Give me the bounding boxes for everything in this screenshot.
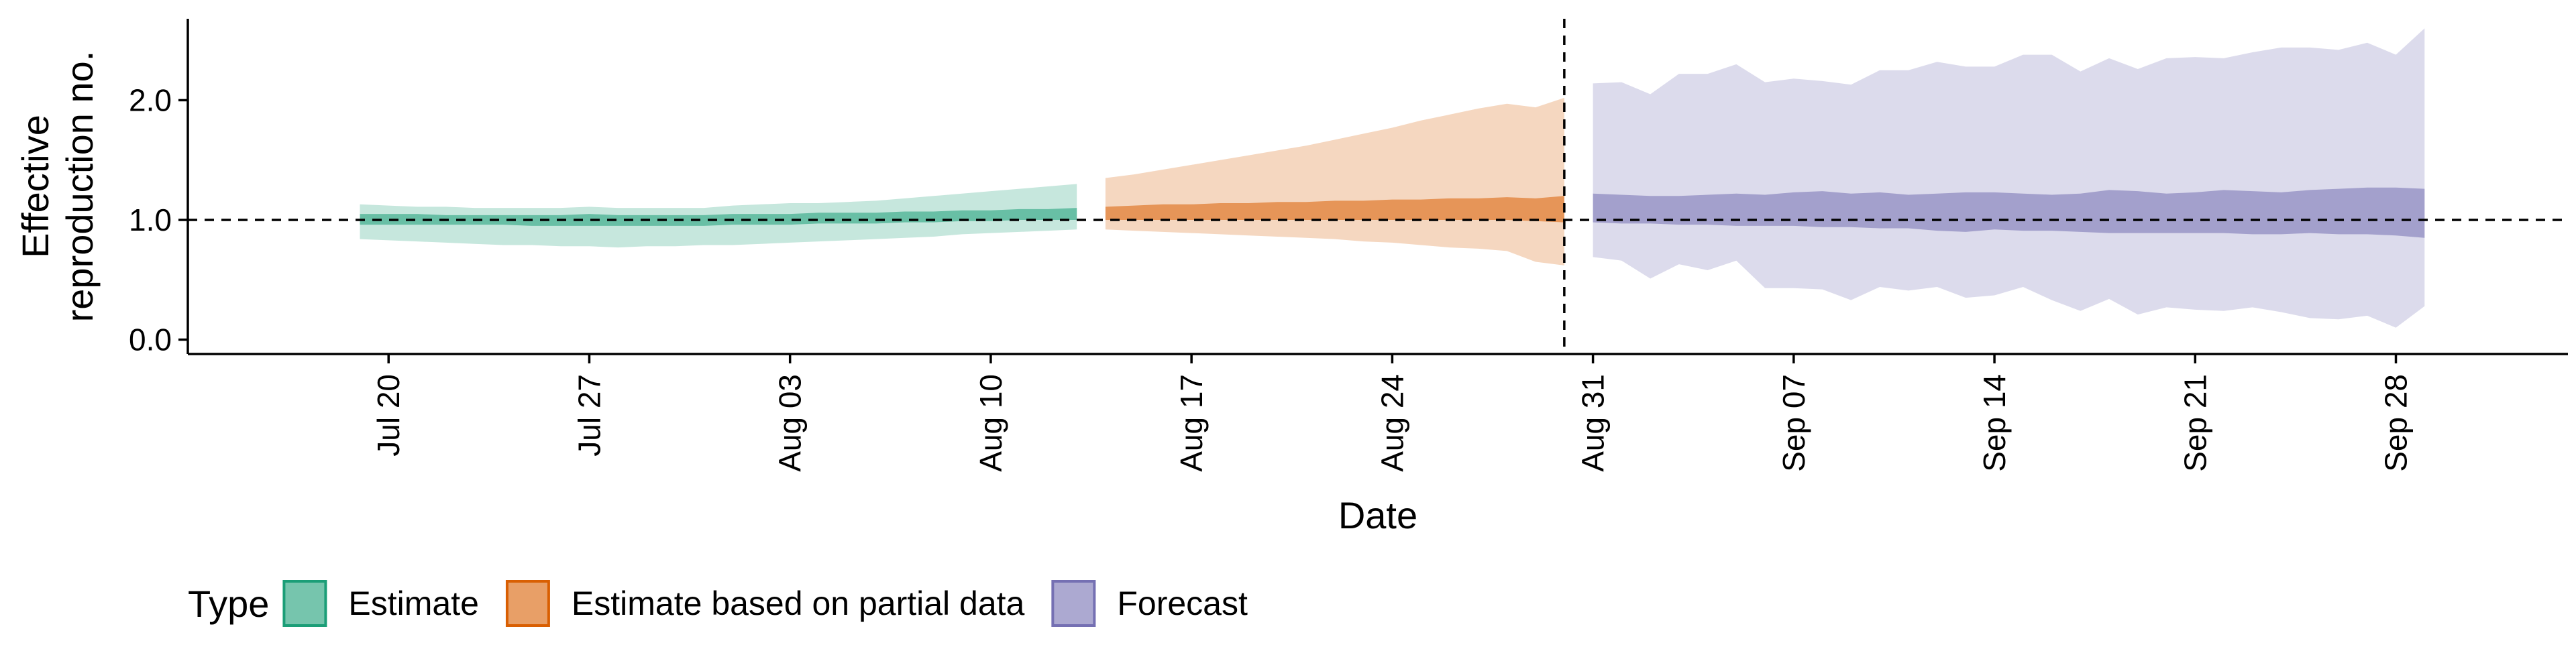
legend-swatch: [1051, 580, 1096, 627]
legend-item: Estimate: [282, 580, 479, 627]
y-axis-label: Effective reproduction no.: [14, 51, 101, 322]
legend-item: Estimate based on partial data: [505, 580, 1025, 627]
y-tick-label: 2.0: [129, 82, 172, 117]
x-tick-label: Aug 31: [1576, 374, 1611, 472]
forecast-inner-band: [1593, 187, 2425, 238]
reference-lines: [188, 19, 2568, 354]
x-tick-label: Sep 28: [2379, 374, 2414, 472]
legend-label: Forecast: [1117, 585, 1248, 622]
x-tick-label: Aug 24: [1375, 374, 1409, 472]
legend-label: Estimate: [348, 585, 479, 622]
y-tick-label: 0.0: [129, 322, 172, 357]
x-tick-label: Aug 03: [773, 374, 808, 472]
legend-item: Forecast: [1051, 580, 1248, 627]
series-estimate: [360, 184, 1077, 248]
y-axis-label-line: Effective: [14, 115, 56, 258]
legend-title: Type: [188, 583, 269, 625]
x-tick-label: Aug 17: [1174, 374, 1209, 472]
legend-label: Estimate based on partial data: [572, 585, 1025, 622]
y-axis-label-line: reproduction no.: [58, 51, 101, 322]
x-tick-label: Jul 27: [572, 374, 606, 457]
series-forecast: [1593, 28, 2425, 328]
estimate-inner-band: [360, 208, 1077, 226]
legend: Type Estimate Estimate based on partial da…: [188, 580, 1248, 627]
legend-swatch: [505, 580, 550, 627]
series-estimate-based-on-partial-data: [1105, 97, 1564, 266]
legend-swatch: [282, 580, 327, 627]
x-axis-label: Date: [1338, 494, 1417, 536]
x-tick-label: Sep 14: [1977, 374, 2012, 472]
x-tick-label: Sep 21: [2178, 374, 2212, 472]
forecast-outer-band: [1593, 28, 2425, 328]
y-tick-label: 1.0: [129, 202, 172, 237]
x-tick-label: Aug 10: [973, 374, 1008, 472]
x-tick-label: Jul 20: [371, 374, 406, 457]
estimate-based-on-partial-data-inner-band: [1105, 196, 1564, 223]
estimate-based-on-partial-data-outer-band: [1105, 97, 1564, 266]
series-bands: [360, 28, 2425, 328]
axes: 0.0 1.0 2.0 Jul 20 Jul 27 Aug 03 Aug 10 Aug 17 A…: [129, 19, 2568, 472]
x-tick-label: Sep 07: [1776, 374, 1811, 472]
